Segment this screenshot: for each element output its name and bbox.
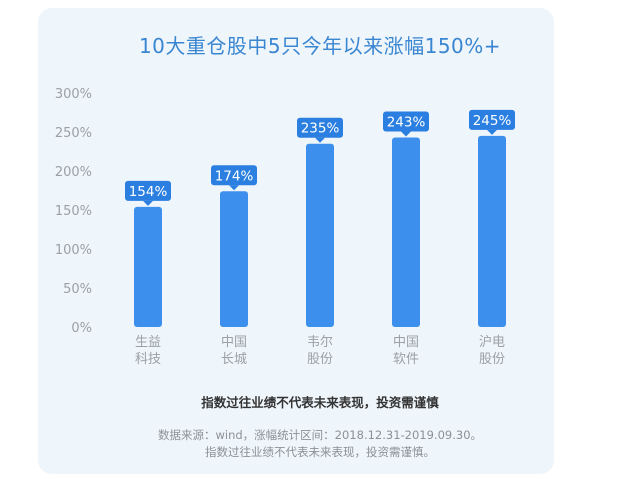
bar [134,206,162,327]
y-tick-label: 200% [55,165,92,180]
bar [220,191,248,327]
data-label-pointer [315,137,325,143]
data-label-pointer [229,185,239,191]
data-label: 243% [387,114,426,130]
y-tick-label: 150% [55,204,92,219]
x-tick-label: 生益 [135,335,161,350]
y-tick-label: 300% [55,87,92,102]
data-label-badge [125,180,171,201]
x-tick-label: 股份 [307,352,333,367]
chart-card [38,8,554,474]
data-label-badge [297,117,343,138]
data-label-badge [211,165,257,186]
bar [478,135,506,327]
y-tick-label: 0% [71,321,92,336]
disclaimer-note: 指数过往业绩不代表未来表现，投资需谨慎 [201,395,439,410]
x-tick-label: 中国 [221,335,247,350]
x-tick-label: 长城 [221,352,247,367]
data-label-pointer [143,200,153,206]
data-label: 245% [473,113,512,129]
chart-title: 10大重仓股中5只今年以来涨幅150%+ [138,34,502,58]
bar [306,143,334,327]
data-source: 数据来源：wind，涨幅统计区间：2018.12.31-2019.09.30。 … [0,427,640,461]
data-label-badge [383,111,429,132]
x-tick-label: 沪电 [479,334,505,350]
bar [392,137,420,327]
y-tick-label: 50% [63,282,92,297]
data-label: 174% [215,168,254,184]
data-label-pointer [487,129,497,135]
data-label: 235% [301,121,340,137]
data-label-pointer [401,131,411,137]
source-line-1: 数据来源：wind，涨幅统计区间：2018.12.31-2019.09.30。 [157,428,483,442]
x-tick-label: 股份 [479,352,505,367]
y-tick-label: 100% [55,243,92,258]
x-tick-label: 中国 [393,335,419,350]
source-line-2: 指数过往业绩不代表未来表现，投资需谨慎。 [205,445,435,459]
x-tick-label: 科技 [135,352,161,367]
data-label-badge [469,109,515,130]
y-tick-label: 250% [55,126,92,141]
data-label: 154% [129,184,168,200]
x-tick-label: 韦尔 [307,335,333,350]
x-tick-label: 软件 [393,352,419,367]
